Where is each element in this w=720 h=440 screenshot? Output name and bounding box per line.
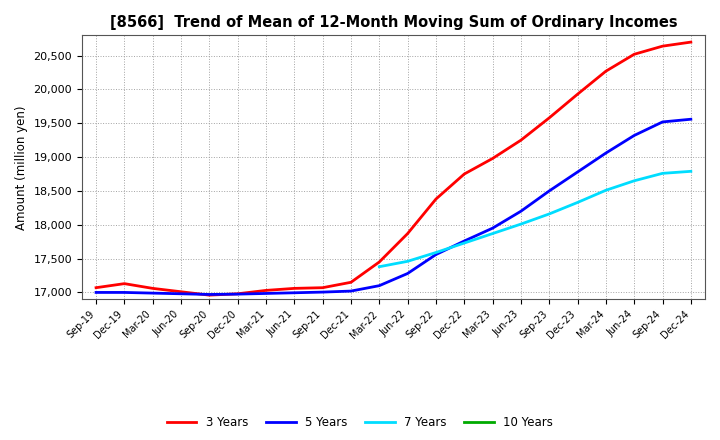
5 Years <box>658 119 667 125</box>
Line: 3 Years: 3 Years <box>96 42 690 295</box>
5 Years <box>431 252 440 257</box>
7 Years <box>545 211 554 216</box>
3 Years <box>516 138 525 143</box>
7 Years <box>375 264 384 269</box>
Y-axis label: Amount (million yen): Amount (million yen) <box>15 105 28 230</box>
7 Years <box>573 200 582 205</box>
3 Years <box>658 44 667 49</box>
7 Years <box>431 250 440 255</box>
5 Years <box>261 291 270 296</box>
Title: [8566]  Trend of Mean of 12-Month Moving Sum of Ordinary Incomes: [8566] Trend of Mean of 12-Month Moving … <box>109 15 678 30</box>
7 Years <box>630 178 639 183</box>
3 Years <box>290 286 299 291</box>
Legend: 3 Years, 5 Years, 7 Years, 10 Years: 3 Years, 5 Years, 7 Years, 10 Years <box>162 412 558 434</box>
7 Years <box>686 169 695 174</box>
5 Years <box>488 226 497 231</box>
3 Years <box>460 172 469 177</box>
3 Years <box>403 231 412 236</box>
3 Years <box>573 92 582 97</box>
3 Years <box>148 286 157 291</box>
5 Years <box>346 289 355 294</box>
3 Years <box>91 285 100 290</box>
3 Years <box>686 40 695 45</box>
3 Years <box>545 115 554 121</box>
5 Years <box>233 291 242 297</box>
5 Years <box>601 150 610 156</box>
3 Years <box>233 291 242 297</box>
7 Years <box>601 187 610 193</box>
5 Years <box>318 290 327 295</box>
3 Years <box>601 69 610 74</box>
5 Years <box>176 291 185 297</box>
3 Years <box>318 285 327 290</box>
5 Years <box>91 290 100 295</box>
5 Years <box>686 117 695 122</box>
3 Years <box>346 280 355 285</box>
5 Years <box>516 209 525 214</box>
7 Years <box>516 221 525 227</box>
3 Years <box>176 289 185 294</box>
3 Years <box>120 281 129 286</box>
5 Years <box>205 292 214 297</box>
3 Years <box>488 156 497 161</box>
5 Years <box>120 290 129 295</box>
3 Years <box>261 288 270 293</box>
5 Years <box>148 290 157 296</box>
5 Years <box>403 271 412 276</box>
7 Years <box>460 240 469 246</box>
5 Years <box>573 169 582 175</box>
7 Years <box>488 231 497 236</box>
5 Years <box>290 290 299 295</box>
3 Years <box>205 293 214 298</box>
3 Years <box>375 259 384 264</box>
Line: 5 Years: 5 Years <box>96 119 690 294</box>
5 Years <box>545 188 554 194</box>
7 Years <box>658 171 667 176</box>
3 Years <box>431 196 440 202</box>
5 Years <box>630 133 639 138</box>
7 Years <box>403 259 412 264</box>
5 Years <box>460 238 469 244</box>
3 Years <box>630 51 639 57</box>
5 Years <box>375 283 384 288</box>
Line: 7 Years: 7 Years <box>379 171 690 267</box>
